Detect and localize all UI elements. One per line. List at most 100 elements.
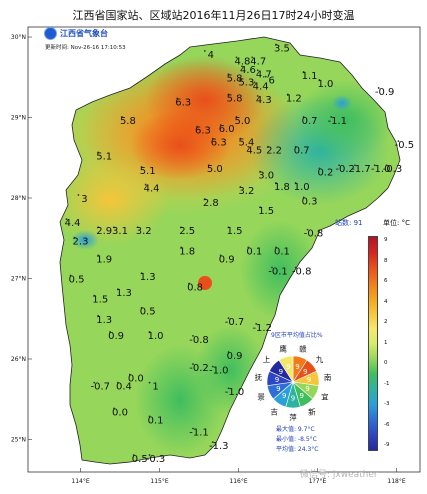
station-dot	[73, 236, 76, 239]
station-value: -1.0	[209, 365, 229, 376]
pie-slice-value: 9	[279, 368, 283, 376]
station-dot	[259, 170, 262, 173]
x-tick-label: 118°E	[387, 478, 405, 485]
stat-min: 最小值: -8.5°C	[276, 436, 317, 443]
station-dot	[275, 246, 277, 249]
station-dot	[275, 182, 277, 184]
station-value: -1.0	[371, 164, 391, 175]
station-value: 5.8	[120, 116, 136, 127]
station-dot	[148, 454, 151, 456]
station-value: 5.4	[238, 138, 254, 149]
station-dot	[97, 151, 100, 154]
station-value: 0.7	[294, 146, 310, 157]
colorbar	[368, 236, 378, 451]
station-dot	[203, 50, 206, 52]
station-dot	[207, 164, 210, 167]
x-tick-label: 1?7°E	[309, 478, 327, 485]
station-dot	[275, 43, 277, 46]
station-value: 4.4	[253, 81, 269, 92]
y-tick-label: 30°N	[11, 34, 26, 41]
pie-slice-value: 9	[303, 368, 307, 376]
station-value: 6.3	[211, 138, 227, 149]
station-value: 4.6	[240, 65, 256, 76]
station-value: -0.1	[268, 266, 288, 277]
station-value: 1	[152, 382, 158, 393]
station-count: 站数: 91	[335, 219, 363, 227]
station-dot	[97, 226, 100, 229]
station-dot	[239, 77, 242, 80]
colorbar-tick: -3	[384, 401, 390, 407]
station-dot	[140, 165, 143, 168]
station-value: 1.3	[140, 272, 156, 283]
station-value: 1.1	[302, 71, 318, 82]
station-value: -1.1	[189, 427, 209, 438]
station-dot	[302, 196, 305, 199]
y-tick-label: 28°N	[11, 195, 26, 202]
station-value: -1.0	[225, 387, 245, 398]
logo-text: 江西省气象台	[60, 29, 108, 38]
station-dot	[302, 70, 305, 73]
pie-slice-value: 9	[275, 376, 279, 384]
station-value: 1.3	[116, 288, 132, 299]
station-dot	[267, 145, 269, 148]
station-value: 1.0	[148, 331, 164, 342]
pie-slice-value: 9	[282, 392, 286, 400]
station-value: 4.7	[256, 69, 272, 80]
pie-region-label: 南	[324, 372, 332, 382]
colorbar-tick: 8	[384, 257, 388, 264]
station-dot	[192, 427, 194, 430]
station-dot	[294, 182, 297, 184]
station-value: 4.4	[144, 184, 160, 195]
station-dot	[235, 116, 238, 118]
stats-box: 最大值: 9.7°C 最小值: -8.5°C 平均值: 24.3°C	[276, 425, 318, 455]
station-value: 0.5	[132, 454, 148, 465]
colorbar-tick: 2	[384, 319, 388, 325]
colorbar-tick: -1	[384, 380, 390, 387]
y-tick-label: 29°N	[11, 115, 26, 122]
station-dot	[97, 254, 100, 257]
x-axis: 114°E 115°E 116°E 1?7°E 118°E	[71, 468, 406, 485]
station-dot	[253, 81, 256, 84]
station-dot	[251, 56, 254, 59]
station-dot	[219, 254, 222, 257]
station-value: 5.3	[238, 77, 254, 88]
station-value: 5.1	[140, 166, 156, 177]
station-dot	[97, 314, 100, 317]
pie-region-label: 景	[257, 393, 265, 402]
pie-slice-value: 9	[295, 363, 299, 371]
station-value: -0.3	[146, 454, 166, 465]
station-dot	[180, 246, 183, 249]
station-value: 4.3	[256, 95, 272, 106]
station-dot	[286, 93, 289, 96]
station-value: 2.9	[96, 226, 112, 237]
station-dot	[235, 56, 238, 59]
station-value: 0.0	[112, 407, 128, 418]
station-dot	[227, 387, 230, 390]
station-value: -0.5	[395, 140, 415, 151]
station-dot	[259, 206, 262, 209]
station-dot	[176, 97, 179, 100]
pie-region-label: 赣	[299, 343, 307, 353]
station-value: 4	[208, 50, 214, 61]
station-value: 0.9	[219, 254, 235, 265]
station-value: 0.1	[246, 246, 262, 257]
station-value: 3	[81, 194, 87, 205]
station-value: -0.7	[225, 317, 245, 328]
station-value: 0.9	[108, 331, 124, 342]
station-value: 0.9	[227, 351, 243, 362]
station-dot	[256, 69, 259, 72]
station-value: 2.5	[179, 226, 195, 237]
stat-avg: 平均值: 24.3°C	[276, 446, 319, 453]
station-value: 6.3	[175, 97, 191, 108]
station-dot	[148, 415, 151, 418]
station-value: -0.8	[292, 266, 312, 277]
station-value: 0.2	[317, 167, 333, 178]
station-dot	[377, 87, 380, 89]
station-dot	[136, 226, 139, 229]
station-value: 0.5	[69, 275, 85, 286]
station-value: 1.3	[96, 315, 112, 326]
station-dot	[192, 335, 194, 337]
station-dot	[93, 294, 96, 297]
station-value: -0.8	[304, 229, 324, 240]
